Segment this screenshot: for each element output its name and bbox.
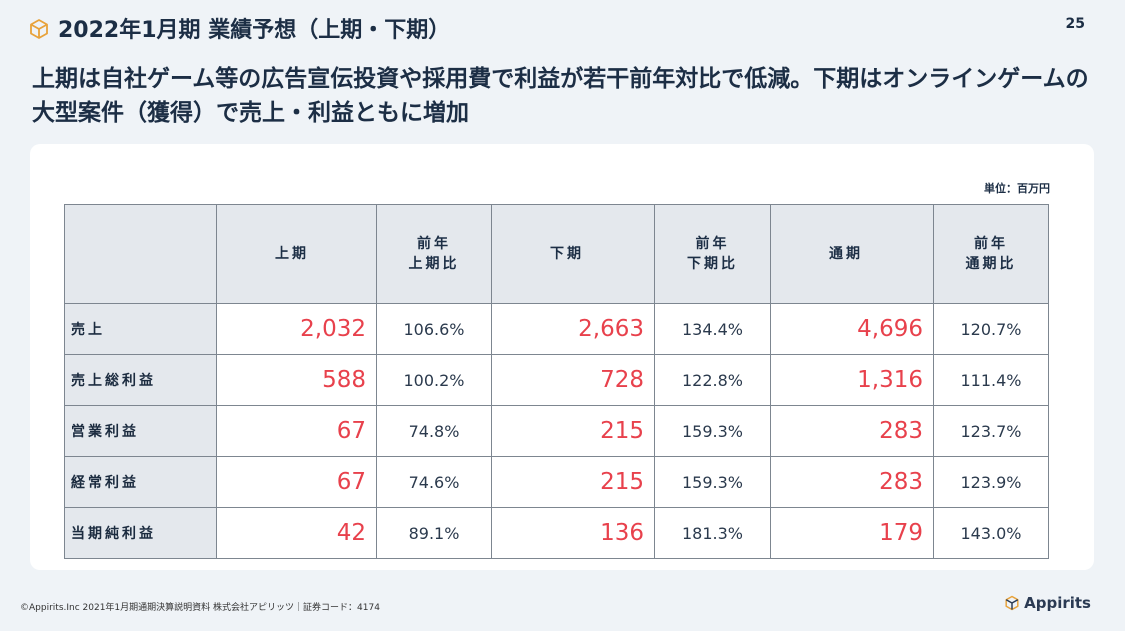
first-half-yoy: 74.8% [376, 405, 492, 457]
page-title: 2022年1月期 業績予想（上期・下期） [58, 18, 451, 43]
full-year-value: 283 [770, 405, 934, 457]
second-half-value: 215 [491, 405, 655, 457]
second-half-yoy: 159.3% [654, 405, 771, 457]
col-header-second-half-yoy: 前年 下期比 [654, 204, 771, 304]
second-half-yoy: 134.4% [654, 303, 771, 355]
first-half-yoy: 74.6% [376, 456, 492, 508]
second-half-value: 2,663 [491, 303, 655, 355]
forecast-table: 上期 前年 上期比 下期 前年 下期比 通期 前年 通期比 売上 [64, 204, 1049, 559]
second-half-value: 215 [491, 456, 655, 508]
table-row: 当期純利益 42 89.1% 136 181.3% 179 143.0% [64, 507, 1049, 559]
second-half-yoy: 181.3% [654, 507, 771, 559]
full-year-yoy: 120.7% [933, 303, 1049, 355]
full-year-yoy: 123.9% [933, 456, 1049, 508]
row-label: 営業利益 [64, 405, 217, 457]
first-half-yoy: 106.6% [376, 303, 492, 355]
row-label: 当期純利益 [64, 507, 217, 559]
first-half-yoy: 89.1% [376, 507, 492, 559]
first-half-value: 588 [216, 354, 377, 406]
second-half-value: 728 [491, 354, 655, 406]
full-year-value: 4,696 [770, 303, 934, 355]
full-year-yoy: 111.4% [933, 354, 1049, 406]
page-number: 25 [1065, 16, 1085, 32]
cube-logo-icon [1005, 595, 1019, 611]
headline: 上期は自社ゲーム等の広告宣伝投資や採用費で利益が若干前年対比で低減。下期はオンラ… [32, 66, 1089, 126]
first-half-yoy: 100.2% [376, 354, 492, 406]
full-year-value: 1,316 [770, 354, 934, 406]
full-year-yoy: 123.7% [933, 405, 1049, 457]
header-line: 上期比 [408, 256, 460, 272]
col-header-first-half-yoy: 前年 上期比 [376, 204, 492, 304]
forecast-card: 単位：百万円 上期 前年 上期比 下期 前年 下期比 通期 前年 [30, 144, 1094, 570]
col-header-full-year: 通期 [770, 204, 934, 304]
row-label: 経常利益 [64, 456, 217, 508]
col-header-full-year-yoy: 前年 通期比 [933, 204, 1049, 304]
row-label: 売上総利益 [64, 354, 217, 406]
full-year-yoy: 143.0% [933, 507, 1049, 559]
second-half-yoy: 122.8% [654, 354, 771, 406]
company-logo: Appirits [1004, 594, 1091, 612]
table-row: 売上総利益 588 100.2% 728 122.8% 1,316 111.4% [64, 354, 1049, 406]
table-row: 営業利益 67 74.8% 215 159.3% 283 123.7% [64, 405, 1049, 457]
corner-cell [64, 204, 217, 304]
header-line: 前年 [974, 236, 1008, 252]
full-year-value: 283 [770, 456, 934, 508]
logo-text: Appirits [1024, 594, 1091, 612]
header-line: 前年 [695, 236, 730, 252]
full-year-value: 179 [770, 507, 934, 559]
col-header-second-half: 下期 [491, 204, 655, 304]
first-half-value: 67 [216, 405, 377, 457]
header-line: 前年 [417, 236, 451, 252]
first-half-value: 42 [216, 507, 377, 559]
row-label: 売上 [64, 303, 217, 355]
second-half-yoy: 159.3% [654, 456, 771, 508]
footer-copyright: ©Appirits.Inc 2021年1月期通期決算説明資料 株式会社アピリッツ… [20, 603, 380, 613]
table-header-row: 上期 前年 上期比 下期 前年 下期比 通期 前年 通期比 [64, 204, 1049, 304]
header-line: 通期比 [965, 256, 1017, 272]
col-header-first-half: 上期 [216, 204, 377, 304]
table-row: 売上 2,032 106.6% 2,663 134.4% 4,696 120.7… [64, 303, 1049, 355]
cube-icon [30, 19, 48, 39]
first-half-value: 2,032 [216, 303, 377, 355]
table-row: 経常利益 67 74.6% 215 159.3% 283 123.9% [64, 456, 1049, 508]
header-line: 下期比 [687, 256, 738, 272]
first-half-value: 67 [216, 456, 377, 508]
unit-label: 単位：百万円 [984, 182, 1050, 195]
second-half-value: 136 [491, 507, 655, 559]
